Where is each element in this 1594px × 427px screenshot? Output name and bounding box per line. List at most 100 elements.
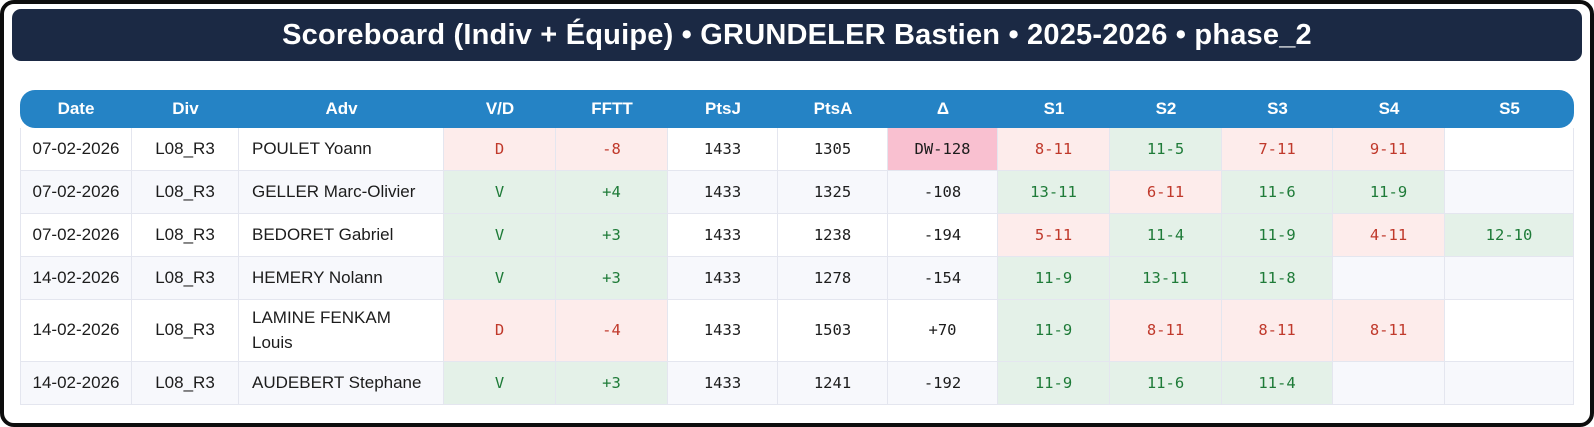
column-header-s5: S5 <box>1499 99 1520 118</box>
cell-s1: 13-11 <box>998 171 1110 213</box>
cell-fftt: +4 <box>556 171 668 213</box>
cell-s1: 5-11 <box>998 214 1110 256</box>
table-body: 07-02-2026 L08_R3 POULET Yoann D -8 1433 1305 D… <box>20 128 1574 406</box>
cell-adv: POULET Yoann <box>239 128 444 170</box>
cell-div: L08_R3 <box>132 128 239 170</box>
cell-date: 14-02-2026 <box>20 362 132 405</box>
cell-date: 07-02-2026 <box>20 214 132 256</box>
cell-ptsj: 1433 <box>668 214 778 256</box>
cell-s2: 8-11 <box>1110 300 1222 362</box>
cell-ptsa: 1241 <box>778 362 888 405</box>
cell-vd: D <box>444 300 556 362</box>
cell-s1: 8-11 <box>998 128 1110 170</box>
cell-vd: V <box>444 171 556 213</box>
cell-date: 07-02-2026 <box>20 128 132 170</box>
table-row: 07-02-2026 L08_R3 GELLER Marc-Olivier V +4 14… <box>20 171 1574 214</box>
cell-date: 07-02-2026 <box>20 171 132 213</box>
results-table: Date Div Adv V/D FFTT PtsJ PtsA Δ S1 S2 S3 S4 S5 07-… <box>20 90 1574 406</box>
cell-ptsj: 1433 <box>668 362 778 405</box>
cell-s5 <box>1445 300 1574 362</box>
cell-s4: 8-11 <box>1333 300 1445 362</box>
cell-s3: 8-11 <box>1222 300 1333 362</box>
cell-ptsj: 1433 <box>668 300 778 362</box>
cell-div: L08_R3 <box>132 362 239 405</box>
column-header-s2: S2 <box>1155 99 1177 118</box>
cell-delta: -108 <box>888 171 998 213</box>
title-bar: Scoreboard (Indiv + Équipe) • GRUNDELER … <box>12 9 1582 61</box>
cell-delta: +70 <box>888 300 998 362</box>
cell-vd: V <box>444 214 556 256</box>
table-header-row: Date Div Adv V/D FFTT PtsJ PtsA Δ S1 S2 S3 S4 S5 <box>20 90 1574 128</box>
cell-fftt: -8 <box>556 128 668 170</box>
cell-vd: V <box>444 362 556 405</box>
cell-s5 <box>1445 257 1574 299</box>
cell-adv: GELLER Marc-Olivier <box>239 171 444 213</box>
cell-delta: -194 <box>888 214 998 256</box>
cell-adv: AUDEBERT Stephane <box>239 362 444 405</box>
table-row: 14-02-2026 L08_R3 HEMERY Nolann V +3 1433 1278… <box>20 257 1574 300</box>
cell-s3: 11-6 <box>1222 171 1333 213</box>
column-header-fftt: FFTT <box>591 99 633 118</box>
cell-s4 <box>1333 362 1445 405</box>
cell-s3: 7-11 <box>1222 128 1333 170</box>
column-header-s4: S4 <box>1378 99 1400 118</box>
cell-ptsj: 1433 <box>668 257 778 299</box>
cell-div: L08_R3 <box>132 300 239 362</box>
cell-ptsa: 1325 <box>778 171 888 213</box>
cell-delta: -154 <box>888 257 998 299</box>
column-header-vd: V/D <box>485 99 515 118</box>
cell-s2: 11-5 <box>1110 128 1222 170</box>
cell-fftt: +3 <box>556 214 668 256</box>
cell-ptsa: 1305 <box>778 128 888 170</box>
table-row: 14-02-2026 L08_R3 LAMINE FENKAM Louis D -4 14… <box>20 300 1574 363</box>
cell-s5 <box>1445 171 1574 213</box>
cell-ptsj: 1433 <box>668 128 778 170</box>
column-header-adv: Adv <box>325 99 358 118</box>
cell-s3: 11-8 <box>1222 257 1333 299</box>
page-title: Scoreboard (Indiv + Équipe) • GRUNDELER … <box>282 18 1312 51</box>
cell-date: 14-02-2026 <box>20 257 132 299</box>
column-header-ptsj: PtsJ <box>705 99 741 118</box>
cell-adv: HEMERY Nolann <box>239 257 444 299</box>
cell-s1: 11-9 <box>998 300 1110 362</box>
cell-s4: 4-11 <box>1333 214 1445 256</box>
cell-s2: 11-4 <box>1110 214 1222 256</box>
cell-delta: -192 <box>888 362 998 405</box>
cell-delta: DW-128 <box>888 128 998 170</box>
cell-ptsa: 1238 <box>778 214 888 256</box>
cell-div: L08_R3 <box>132 171 239 213</box>
cell-vd: V <box>444 257 556 299</box>
column-header-date: Date <box>57 99 95 118</box>
cell-ptsa: 1503 <box>778 300 888 362</box>
cell-ptsa: 1278 <box>778 257 888 299</box>
cell-div: L08_R3 <box>132 214 239 256</box>
cell-div: L08_R3 <box>132 257 239 299</box>
cell-date: 14-02-2026 <box>20 300 132 362</box>
column-header-s3: S3 <box>1267 99 1288 118</box>
cell-s2: 6-11 <box>1110 171 1222 213</box>
cell-s2: 11-6 <box>1110 362 1222 405</box>
cell-s5 <box>1445 362 1574 405</box>
cell-s2: 13-11 <box>1110 257 1222 299</box>
cell-s5 <box>1445 128 1574 170</box>
cell-s3: 11-4 <box>1222 362 1333 405</box>
column-header-ptsa: PtsA <box>813 99 853 118</box>
cell-s1: 11-9 <box>998 257 1110 299</box>
cell-s3: 11-9 <box>1222 214 1333 256</box>
cell-s4: 9-11 <box>1333 128 1445 170</box>
column-header-delta: Δ <box>936 99 950 118</box>
cell-s5: 12-10 <box>1445 214 1574 256</box>
cell-fftt: -4 <box>556 300 668 362</box>
cell-fftt: +3 <box>556 362 668 405</box>
cell-fftt: +3 <box>556 257 668 299</box>
table-row: 07-02-2026 L08_R3 BEDORET Gabriel V +3 1433 12… <box>20 214 1574 257</box>
table-row: 14-02-2026 L08_R3 AUDEBERT Stephane V +3 1433… <box>20 362 1574 406</box>
table-row: 07-02-2026 L08_R3 POULET Yoann D -8 1433 1305 D… <box>20 128 1574 171</box>
column-header-div: Div <box>172 99 199 118</box>
cell-s1: 11-9 <box>998 362 1110 405</box>
cell-vd: D <box>444 128 556 170</box>
column-header-s1: S1 <box>1043 99 1065 118</box>
cell-adv: LAMINE FENKAM Louis <box>239 300 444 362</box>
cell-adv: BEDORET Gabriel <box>239 214 444 256</box>
